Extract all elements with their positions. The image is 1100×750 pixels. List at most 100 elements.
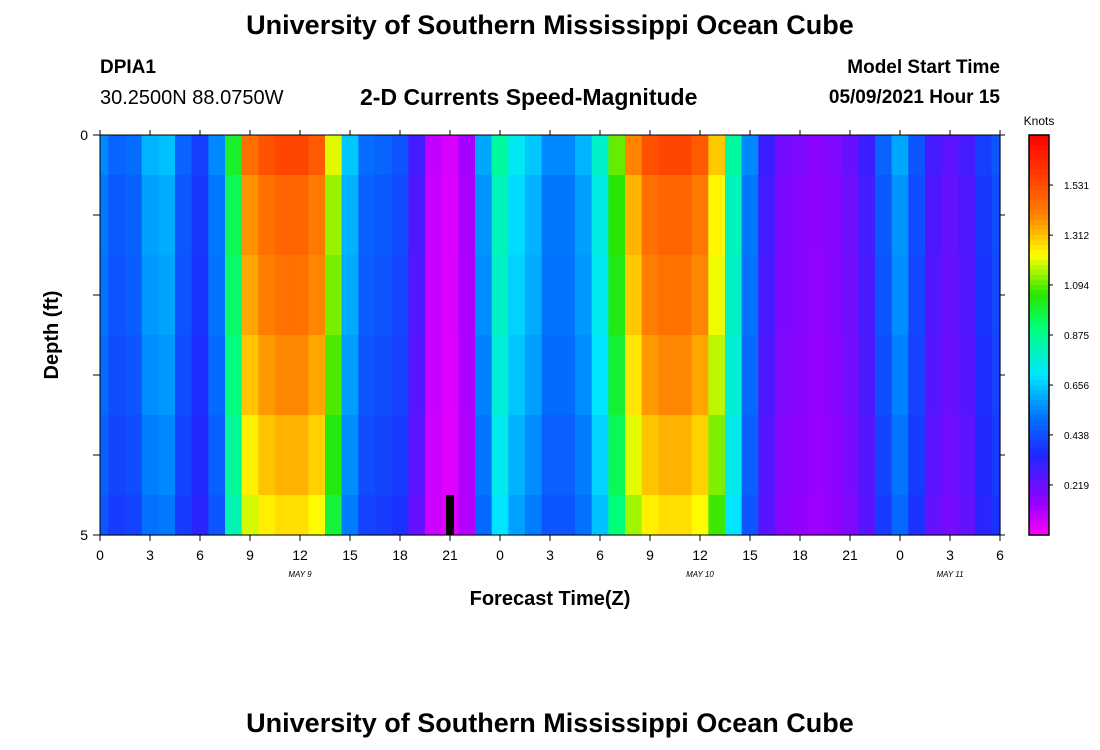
heatmap-cell: [941, 135, 959, 176]
heatmap-cell: [491, 135, 509, 176]
heatmap-cell: [175, 255, 193, 336]
heatmap-cell: [525, 495, 543, 536]
colorbar-tick-label: 1.094: [1064, 281, 1089, 292]
heatmap-cell: [941, 255, 959, 336]
heatmap-cell: [391, 335, 409, 416]
x-tick-label: 6: [996, 547, 1004, 563]
heatmap-cell: [208, 415, 226, 496]
heatmap-cell: [441, 135, 459, 176]
heatmap-cell: [158, 495, 176, 536]
heatmap-cell: [241, 255, 259, 336]
heatmap-cell: [100, 415, 109, 496]
heatmap-cell: [825, 255, 843, 336]
heatmap-cell: [658, 495, 676, 536]
heatmap-cell: [625, 495, 643, 536]
heatmap-cell: [575, 335, 593, 416]
heatmap-cell: [775, 255, 793, 336]
heatmap-cell: [258, 255, 276, 336]
colorbar-segment: [1029, 410, 1049, 416]
heatmap-cell: [608, 495, 626, 536]
colorbar-segment: [1029, 515, 1049, 521]
heatmap-cell: [325, 335, 343, 416]
colorbar-segment: [1029, 245, 1049, 251]
x-tick-label: 3: [546, 547, 554, 563]
colorbar-segment: [1029, 475, 1049, 481]
colorbar-segment: [1029, 405, 1049, 411]
page-title: University of Southern Mississippi Ocean…: [246, 10, 854, 40]
heatmap-cell: [708, 495, 726, 536]
heatmap-cell: [608, 255, 626, 336]
heatmap-cell: [858, 415, 876, 496]
heatmap-cell: [675, 135, 693, 176]
heatmap-cell: [391, 255, 409, 336]
heatmap-cell: [775, 415, 793, 496]
heatmap-cell: [175, 495, 193, 536]
heatmap-cell: [575, 495, 593, 536]
x-date-label: MAY 11: [936, 570, 963, 579]
heatmap-cell: [591, 135, 609, 176]
heatmap-cell: [491, 255, 509, 336]
heatmap-cell: [458, 255, 476, 336]
heatmap-cell: [658, 415, 676, 496]
heatmap-cell: [958, 495, 976, 536]
heatmap-cell: [841, 175, 859, 256]
heatmap-cell: [725, 175, 743, 256]
x-date-label: MAY 10: [686, 570, 714, 579]
heatmap-cell: [291, 135, 309, 176]
heatmap-cell: [141, 135, 159, 176]
heatmap-cell: [108, 175, 126, 256]
colorbar-segment: [1029, 320, 1049, 326]
heatmap-cell: [925, 415, 943, 496]
colorbar-segment: [1029, 520, 1049, 526]
heatmap-cell: [741, 175, 759, 256]
heatmap-cell: [508, 255, 526, 336]
heatmap-cell: [508, 175, 526, 256]
heatmap-cell: [425, 495, 443, 536]
colorbar-segment: [1029, 360, 1049, 366]
heatmap-cell: [691, 495, 709, 536]
heatmap-cell: [208, 135, 226, 176]
heatmap-cell: [625, 335, 643, 416]
heatmap-cell: [341, 495, 359, 536]
heatmap-cell: [175, 135, 193, 176]
colorbar-segment: [1029, 335, 1049, 341]
heatmap-cell: [525, 135, 543, 176]
heatmap-cell: [341, 335, 359, 416]
colorbar-segment: [1029, 480, 1049, 486]
colorbar-segment: [1029, 465, 1049, 471]
colorbar-segment: [1029, 290, 1049, 296]
heatmap-cell: [475, 135, 493, 176]
colorbar-segment: [1029, 255, 1049, 261]
colorbar-segment: [1029, 160, 1049, 166]
heatmap-cell: [941, 415, 959, 496]
heatmap-cell: [541, 175, 559, 256]
heatmap-cell: [641, 415, 659, 496]
heatmap-cell: [291, 255, 309, 336]
heatmap-cell: [525, 175, 543, 256]
heatmap-cell: [741, 335, 759, 416]
heatmap-cell: [158, 255, 176, 336]
heatmap-cell: [175, 415, 193, 496]
heatmap-cell: [691, 135, 709, 176]
colorbar-segment: [1029, 275, 1049, 281]
heatmap-cell: [975, 175, 993, 256]
colorbar-segment: [1029, 230, 1049, 236]
heatmap-cell: [608, 135, 626, 176]
heatmap-cell: [641, 255, 659, 336]
x-tick-label: 3: [146, 547, 154, 563]
heatmap-cell: [891, 495, 909, 536]
heatmap-cell: [325, 495, 343, 536]
colorbar-segment: [1029, 170, 1049, 176]
heatmap-cells: [100, 135, 1001, 536]
colorbar-segment: [1029, 285, 1049, 291]
heatmap-cell: [141, 175, 159, 256]
heatmap-cell: [208, 495, 226, 536]
heatmap-cell: [641, 495, 659, 536]
heatmap-cell: [858, 135, 876, 176]
heatmap-cell: [791, 415, 809, 496]
heatmap-cell: [675, 495, 693, 536]
colorbar-segment: [1029, 500, 1049, 506]
heatmap-cell: [925, 175, 943, 256]
colorbar-tick-label: 0.219: [1064, 481, 1089, 492]
x-tick-label: 0: [496, 547, 504, 563]
